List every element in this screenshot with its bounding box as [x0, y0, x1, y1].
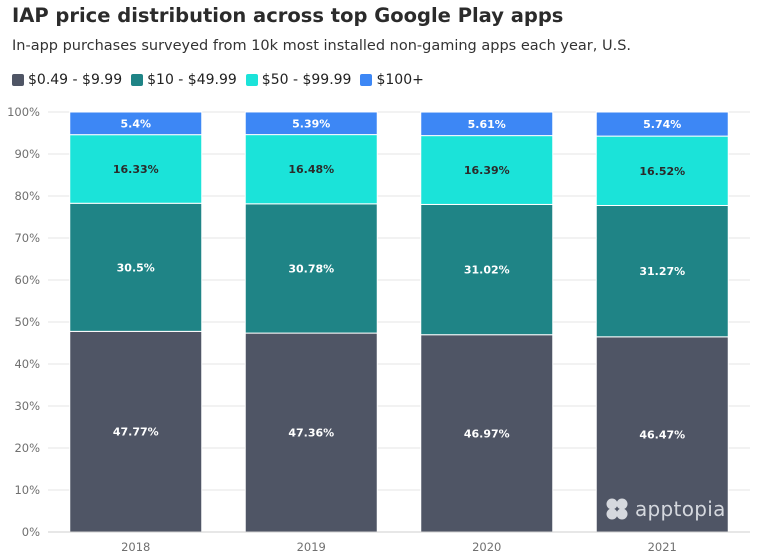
x-tick-label: 2018 — [121, 540, 150, 554]
data-label: 31.02% — [464, 264, 510, 277]
y-tick-label: 70% — [14, 231, 40, 245]
legend-swatch-10-49-99 — [131, 74, 144, 86]
bar-segment — [69, 111, 203, 136]
data-label: 30.78% — [288, 262, 334, 275]
chart-title: IAP price distribution across top Google… — [12, 4, 564, 27]
bar-segment — [420, 334, 554, 533]
data-label: 46.47% — [639, 428, 685, 441]
y-tick-label: 50% — [14, 315, 40, 329]
legend-item-50-99-99[interactable]: $50 - $99.99 — [245, 72, 352, 88]
bar-segment — [420, 111, 554, 137]
legend-label-50-99-99: $50 - $99.99 — [261, 72, 352, 88]
bar-segment — [244, 332, 378, 533]
apptopia-watermark: apptopia — [604, 496, 726, 522]
bar-segment — [595, 336, 729, 533]
y-tick-label: 60% — [14, 273, 40, 287]
bar-segment — [69, 134, 203, 204]
data-label: 46.97% — [464, 427, 510, 440]
legend-swatch-0-99-9-99 — [12, 74, 24, 86]
data-label: 16.52% — [639, 165, 685, 178]
data-label: 5.74% — [643, 118, 681, 131]
data-label: 5.61% — [468, 118, 506, 131]
legend-label-100-plus: $100+ — [376, 72, 424, 88]
bar-segment — [244, 203, 378, 334]
y-tick-label: 100% — [7, 105, 40, 119]
data-label: 5.39% — [292, 117, 330, 130]
bar-segment — [595, 135, 729, 206]
legend-swatch-100-plus — [360, 74, 373, 86]
data-label: 16.48% — [288, 163, 334, 176]
legend-item-10-49-99[interactable]: $10 - $49.99 — [131, 72, 237, 88]
bar-segment — [69, 202, 203, 332]
legend-label-10-49-99: $10 - $49.99 — [147, 72, 237, 88]
x-tick-label: 2020 — [472, 540, 501, 554]
data-label: 30.5% — [117, 261, 155, 274]
y-tick-label: 0% — [22, 525, 40, 539]
bar-segment — [420, 203, 554, 336]
x-tick-label: 2021 — [648, 540, 677, 554]
apptopia-logo-icon — [606, 498, 628, 520]
chart-subtitle: In-app purchases surveyed from 10k most … — [12, 38, 632, 54]
y-tick-label: 20% — [14, 441, 40, 455]
bar-segment — [595, 204, 729, 338]
data-label: 5.4% — [120, 117, 151, 130]
bar-segment — [244, 111, 378, 136]
x-tick-label: 2019 — [297, 540, 326, 554]
legend: $0.49 - $9.99 $10 - $49.99 $50 - $99.99 … — [12, 72, 433, 88]
y-tick-label: 90% — [14, 147, 40, 161]
data-label: 16.33% — [113, 163, 159, 176]
data-label: 31.27% — [639, 265, 685, 278]
y-tick-label: 10% — [14, 483, 40, 497]
legend-item-100-plus[interactable]: $100+ — [360, 72, 424, 88]
bar-segment — [595, 111, 729, 137]
y-tick-label: 40% — [14, 357, 40, 371]
bar-segment — [420, 135, 554, 205]
y-tick-label: 80% — [14, 189, 40, 203]
data-label: 47.36% — [288, 427, 334, 440]
legend-swatch-50-99-99 — [245, 74, 258, 86]
data-label: 16.39% — [464, 164, 510, 177]
data-label: 47.77% — [113, 426, 159, 439]
bar-segment — [69, 330, 203, 533]
watermark-text: apptopia — [635, 497, 726, 521]
legend-label-0-99-9-99: $0.49 - $9.99 — [28, 72, 123, 88]
y-tick-label: 30% — [14, 399, 40, 413]
legend-item-0-99-9-99[interactable]: $0.49 - $9.99 — [12, 72, 122, 88]
